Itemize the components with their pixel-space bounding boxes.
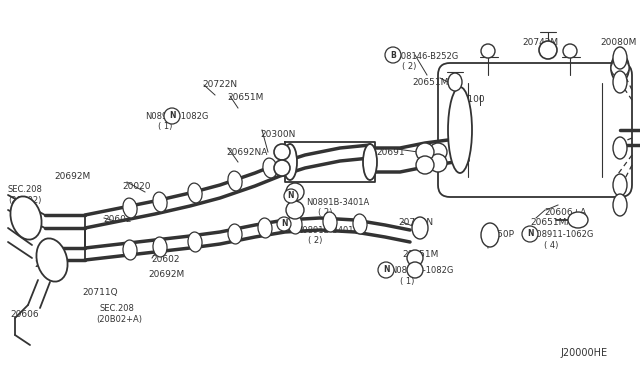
Circle shape xyxy=(286,183,304,201)
Text: 20606: 20606 xyxy=(10,310,38,319)
Text: 20020: 20020 xyxy=(122,182,150,191)
Text: 20650P: 20650P xyxy=(480,230,514,239)
Circle shape xyxy=(481,44,495,58)
Ellipse shape xyxy=(283,144,297,180)
Ellipse shape xyxy=(412,217,428,239)
Text: 20651MA: 20651MA xyxy=(530,218,573,227)
Ellipse shape xyxy=(123,240,137,260)
Text: ( 2): ( 2) xyxy=(308,236,323,245)
Circle shape xyxy=(407,262,423,278)
Ellipse shape xyxy=(153,192,167,212)
Circle shape xyxy=(378,262,394,278)
Text: B: B xyxy=(390,51,396,60)
Circle shape xyxy=(274,160,290,176)
Text: N08911-1062G: N08911-1062G xyxy=(530,230,593,239)
Text: N: N xyxy=(288,192,294,201)
Text: 20711Q: 20711Q xyxy=(82,288,118,297)
Text: N08911-1082G: N08911-1082G xyxy=(145,112,209,121)
Ellipse shape xyxy=(448,73,462,91)
Ellipse shape xyxy=(188,183,202,203)
Ellipse shape xyxy=(363,144,377,180)
Ellipse shape xyxy=(613,194,627,216)
Circle shape xyxy=(563,44,577,58)
Text: 20651M: 20651M xyxy=(402,250,438,259)
Text: B08146-B252G: B08146-B252G xyxy=(395,52,458,61)
Text: ( 2): ( 2) xyxy=(318,208,332,217)
Text: SEC.208: SEC.208 xyxy=(100,304,135,313)
Ellipse shape xyxy=(481,223,499,247)
Ellipse shape xyxy=(613,137,627,159)
FancyBboxPatch shape xyxy=(438,63,632,197)
Ellipse shape xyxy=(613,174,627,196)
Text: ( 2): ( 2) xyxy=(402,62,417,71)
Ellipse shape xyxy=(188,232,202,252)
Circle shape xyxy=(416,143,434,161)
Text: 20602: 20602 xyxy=(103,215,131,224)
Circle shape xyxy=(385,47,401,63)
Text: N: N xyxy=(383,266,389,275)
Ellipse shape xyxy=(611,54,629,82)
Circle shape xyxy=(522,226,538,242)
Ellipse shape xyxy=(613,71,627,93)
Text: 20080M: 20080M xyxy=(600,38,636,47)
Text: 20100: 20100 xyxy=(456,95,484,104)
Text: ( 1): ( 1) xyxy=(158,122,172,131)
Text: N08911-1082G: N08911-1082G xyxy=(390,266,453,275)
Circle shape xyxy=(407,250,423,266)
Text: 20606+A: 20606+A xyxy=(544,208,586,217)
Circle shape xyxy=(611,59,629,77)
Circle shape xyxy=(416,156,434,174)
Circle shape xyxy=(429,143,447,161)
Text: 20691: 20691 xyxy=(376,148,404,157)
Ellipse shape xyxy=(228,224,242,244)
Text: (20B02): (20B02) xyxy=(8,196,42,205)
Ellipse shape xyxy=(153,237,167,257)
Ellipse shape xyxy=(228,171,242,191)
Text: 20651M: 20651M xyxy=(227,93,264,102)
Text: 20300N: 20300N xyxy=(260,130,296,139)
Text: 20651MA: 20651MA xyxy=(412,78,454,87)
Text: N0891B-3401A: N0891B-3401A xyxy=(296,226,359,235)
Ellipse shape xyxy=(123,198,137,218)
Ellipse shape xyxy=(36,238,68,282)
Ellipse shape xyxy=(258,218,272,238)
Text: ( 4): ( 4) xyxy=(544,241,558,250)
Text: J20000HE: J20000HE xyxy=(560,348,607,358)
Circle shape xyxy=(284,189,298,203)
Text: (20B02+A): (20B02+A) xyxy=(96,315,142,324)
Text: 20602: 20602 xyxy=(151,255,179,264)
Ellipse shape xyxy=(323,212,337,232)
Circle shape xyxy=(277,217,291,231)
Ellipse shape xyxy=(448,87,472,173)
Text: N: N xyxy=(527,230,533,238)
Text: N: N xyxy=(169,112,175,121)
Ellipse shape xyxy=(263,158,277,178)
Ellipse shape xyxy=(568,212,588,228)
Text: 20722N: 20722N xyxy=(202,80,237,89)
Ellipse shape xyxy=(353,214,367,234)
Circle shape xyxy=(164,108,180,124)
Circle shape xyxy=(539,41,557,59)
Text: SEC.208: SEC.208 xyxy=(8,185,43,194)
Ellipse shape xyxy=(288,214,302,234)
Ellipse shape xyxy=(10,196,42,240)
Text: 20692M: 20692M xyxy=(148,270,184,279)
Text: 20692M: 20692M xyxy=(54,172,90,181)
Text: N0891B-3401A: N0891B-3401A xyxy=(306,198,369,207)
Text: 20030B: 20030B xyxy=(34,260,68,269)
Circle shape xyxy=(429,154,447,172)
Circle shape xyxy=(286,201,304,219)
Text: 20692NA: 20692NA xyxy=(226,148,268,157)
Text: 20722N: 20722N xyxy=(398,218,433,227)
Circle shape xyxy=(274,144,290,160)
Ellipse shape xyxy=(613,47,627,69)
Text: ( 1): ( 1) xyxy=(400,277,414,286)
Text: N: N xyxy=(281,219,287,228)
Text: 20742M: 20742M xyxy=(522,38,558,47)
